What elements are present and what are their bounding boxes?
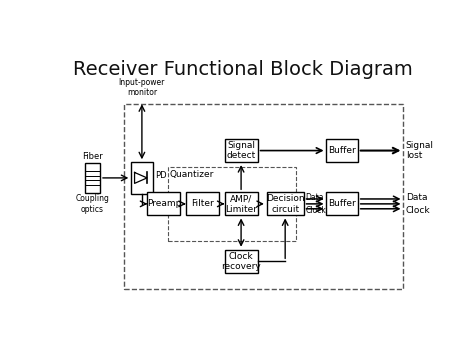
Text: Signal
detect: Signal detect	[227, 141, 255, 160]
Text: Input-power
monitor: Input-power monitor	[118, 78, 165, 97]
Bar	[225, 192, 258, 215]
Text: Buffer: Buffer	[328, 146, 356, 155]
Text: AMP/
Limiter: AMP/ Limiter	[225, 194, 257, 214]
Text: Fiber: Fiber	[82, 152, 103, 160]
Text: Filter: Filter	[191, 200, 214, 208]
Text: Coupling
optics: Coupling optics	[75, 194, 109, 214]
Bar	[147, 192, 181, 215]
Text: PD: PD	[155, 171, 167, 180]
Text: Signal
lost: Signal lost	[406, 141, 434, 160]
Bar	[168, 167, 296, 241]
Text: Data: Data	[406, 193, 427, 202]
Text: Receiver Functional Block Diagram: Receiver Functional Block Diagram	[73, 60, 413, 80]
Text: Clock: Clock	[406, 206, 430, 215]
Text: Clock
recovery: Clock recovery	[221, 252, 261, 271]
Text: Data: Data	[305, 193, 324, 202]
Bar	[327, 192, 358, 215]
Bar	[124, 104, 403, 289]
Bar	[225, 139, 258, 162]
Text: Clock: Clock	[305, 206, 326, 215]
Bar	[84, 163, 100, 193]
Text: Decision
circuit: Decision circuit	[266, 194, 304, 214]
Text: Preamp: Preamp	[147, 200, 181, 208]
Bar	[267, 192, 303, 215]
Text: Buffer: Buffer	[328, 200, 356, 208]
Bar	[186, 192, 219, 215]
Bar	[327, 139, 358, 162]
Text: Quantizer: Quantizer	[169, 170, 214, 179]
Bar	[225, 250, 258, 273]
Bar	[131, 162, 153, 193]
